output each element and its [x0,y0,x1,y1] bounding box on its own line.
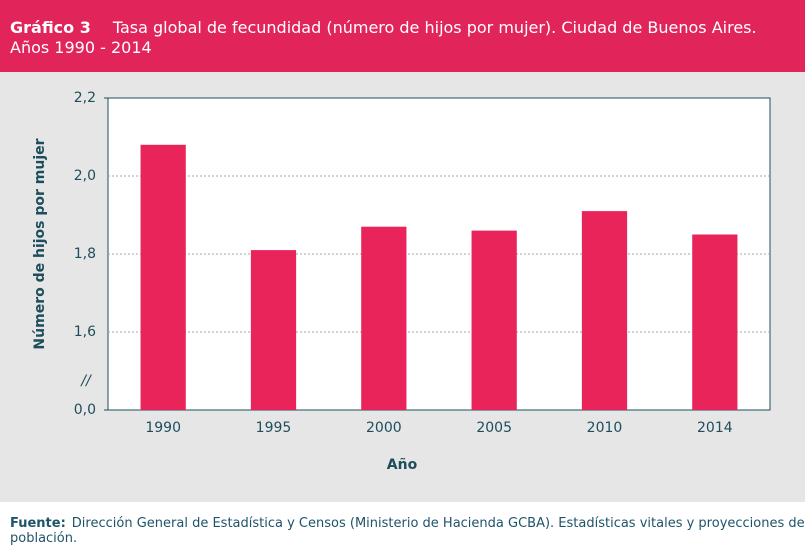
axis-break: // [79,373,92,389]
bar [361,226,407,410]
y-tick-label: 2,2 [74,90,96,106]
y-tick-label: 2,0 [74,168,96,184]
title-label: Gráfico 3 [10,18,91,37]
x-axis-label: Año [387,457,418,473]
y-tick-label: 0,0 [74,402,96,418]
bar [140,144,186,411]
y-tick-label: 1,6 [74,324,96,340]
source: Dirección General de Estadística y Censo… [10,516,805,546]
x-tick-label: 2000 [366,420,402,436]
header: Gráfico 3 Tasa global de fecundidad (núme… [0,0,805,72]
plot-area [107,97,771,411]
y-axis-label: Número de hijos por mujer [32,138,48,349]
bar [471,230,517,410]
bar [581,211,628,410]
chart: Año Número de hijos por mujer 0,0 1,6 1,8 2… [32,90,771,473]
bar [250,250,297,410]
x-tick-label: 2010 [587,420,623,436]
source-label: Fuente: [10,516,66,531]
y-tick-label: 1,8 [74,246,96,262]
bar [692,234,738,410]
x-tick-label: 2014 [697,420,733,436]
x-tick-label: 2005 [476,420,512,436]
chart-title: Tasa global de fecundidad (número de hij… [10,18,757,57]
footer: Fuente: Dirección General de Estadística … [0,502,805,548]
x-tick-label: 1990 [145,420,181,436]
x-tick-label: 1995 [256,420,292,436]
